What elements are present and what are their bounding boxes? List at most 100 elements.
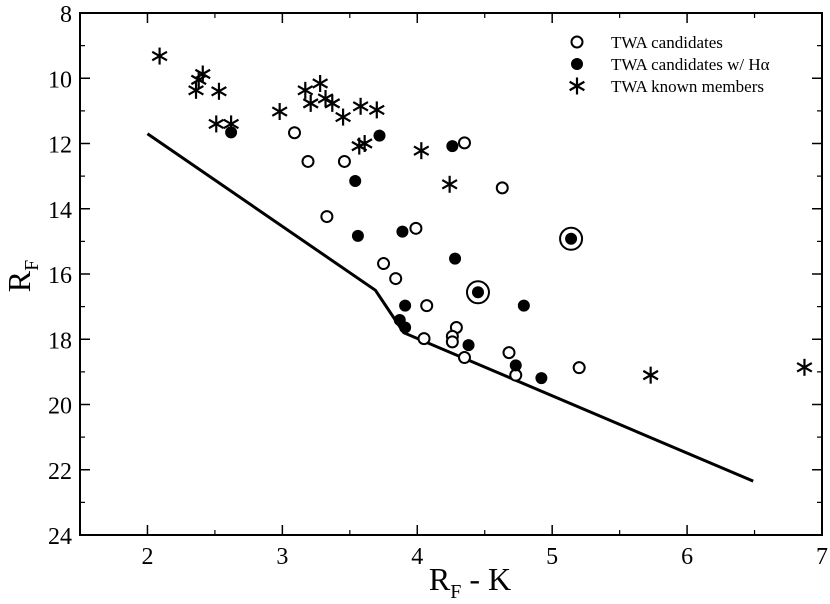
legend-item-twa-candidates: TWA candidates [570, 33, 723, 52]
legend: TWA candidates TWA candidates w/ Hα TWA … [569, 33, 770, 96]
x-axis-ticks: 2 3 4 5 6 7 [79, 13, 828, 570]
point-twa-candidate-halpha [565, 232, 578, 245]
point-twa-known-member [223, 115, 240, 133]
point-twa-known-member [356, 135, 373, 152]
point-twa-candidate [288, 126, 302, 140]
point-twa-known-member [271, 103, 288, 121]
point-twa-known-member [441, 175, 458, 193]
point-twa-candidate-halpha [449, 252, 462, 265]
legend-label-twa-candidates: TWA candidates [611, 33, 723, 52]
point-twa-candidate [420, 299, 434, 313]
point-twa-candidate-halpha [349, 175, 362, 188]
x-tick-label: 2 [141, 544, 153, 570]
point-twa-known-member [297, 81, 314, 99]
x-tick-label: 3 [276, 544, 288, 570]
point-twa-known-member [642, 366, 659, 384]
point-twa-candidate [417, 332, 431, 346]
x-axis-title-main: R [429, 561, 451, 597]
point-twa-known-member [352, 97, 369, 115]
boundary-line-layer [146, 132, 754, 483]
x-tick-label: 4 [411, 544, 423, 570]
point-twa-known-member [211, 82, 227, 100]
x-tick-label: 6 [681, 544, 693, 570]
legend-open-circle-icon [570, 35, 584, 49]
legend-asterisk-icon [569, 77, 585, 95]
point-twa-candidate [502, 346, 516, 360]
boundary-line [146, 132, 754, 483]
asterisk-stroke [441, 179, 458, 190]
highlight-ring [559, 226, 584, 251]
asterisk-stroke [368, 104, 385, 116]
point-twa-candidate-halpha [396, 225, 409, 238]
point-twa-candidate-halpha [399, 321, 412, 334]
point-twa-candidate-halpha [462, 339, 475, 352]
point-twa-known-member [335, 108, 351, 126]
y-tick-label: 8 [60, 2, 72, 28]
point-twa-candidate-halpha [446, 140, 459, 153]
asterisk-stroke [151, 50, 168, 62]
asterisk-stroke [356, 138, 373, 149]
point-twa-candidate-halpha [399, 299, 412, 312]
point-twa-candidate [572, 361, 586, 375]
asterisk-stroke [335, 111, 351, 123]
y-axis-title-sub: F [21, 260, 43, 271]
x-tick-label: 7 [816, 544, 828, 570]
legend-label-twa-candidates-halpha: TWA candidates w/ Hα [611, 55, 770, 74]
point-twa-known-member [190, 71, 207, 89]
point-twa-candidate [320, 210, 334, 224]
point-twa-candidate [457, 136, 471, 150]
point-twa-candidate [457, 351, 471, 365]
asterisk-stroke [569, 80, 585, 92]
y-tick-label: 16 [48, 263, 72, 289]
asterisk-stroke [223, 118, 240, 130]
y-tick-label: 20 [48, 394, 72, 420]
asterisk-stroke [271, 106, 288, 117]
legend-item-twa-candidates-halpha: TWA candidates w/ Hα [571, 55, 770, 74]
y-tick-label: 22 [48, 459, 72, 485]
asterisk-stroke [312, 78, 329, 89]
point-twa-candidate-halpha [351, 229, 364, 242]
y-tick-label: 24 [48, 524, 72, 550]
point-twa-known-member [368, 101, 385, 119]
x-axis-title-rest: - K [461, 561, 511, 597]
asterisk-stroke [413, 145, 430, 156]
asterisk-stroke [324, 98, 341, 109]
point-twa-candidate-halpha [373, 129, 386, 142]
asterisk-stroke [302, 98, 319, 109]
point-twa-candidate-halpha [471, 286, 484, 299]
y-axis-ticks: 8 10 12 14 16 18 20 22 24 [48, 2, 822, 550]
point-twa-candidate [377, 257, 391, 271]
legend-label-twa-known-members: TWA known members [611, 77, 764, 96]
point-twa-candidate-halpha [535, 372, 548, 385]
y-axis-title: RF [1, 260, 43, 292]
point-twa-candidate [409, 221, 423, 235]
point-twa-candidate [445, 335, 459, 349]
point-twa-candidate [301, 154, 315, 168]
point-twa-known-member [796, 358, 813, 376]
asterisk-stroke [297, 85, 314, 96]
y-tick-label: 10 [48, 67, 72, 93]
x-axis-title-sub: F [450, 581, 461, 603]
asterisk-stroke [352, 101, 369, 112]
highlight-ring [465, 280, 490, 305]
asterisk-stroke [211, 86, 227, 97]
point-twa-known-member [312, 74, 329, 92]
asterisk-stroke [188, 85, 204, 96]
point-twa-known-member [208, 115, 225, 133]
point-twa-candidate [337, 154, 351, 168]
point-twa-candidate [389, 272, 403, 286]
point-twa-known-member [188, 81, 204, 99]
asterisk-stroke [208, 118, 225, 130]
legend-asterisk-glyph [569, 77, 585, 95]
legend-filled-circle-icon [571, 58, 583, 70]
point-twa-known-member [324, 94, 341, 112]
point-twa-known-member [302, 94, 319, 112]
point-twa-candidate [495, 181, 509, 195]
legend-item-twa-known-members: TWA known members [569, 77, 764, 96]
y-tick-label: 12 [48, 133, 72, 159]
point-twa-candidate-halpha [509, 359, 522, 372]
asterisk-stroke [642, 369, 659, 381]
asterisk-stroke [190, 74, 207, 86]
asterisk-stroke [796, 362, 813, 373]
y-tick-label: 18 [48, 328, 72, 354]
